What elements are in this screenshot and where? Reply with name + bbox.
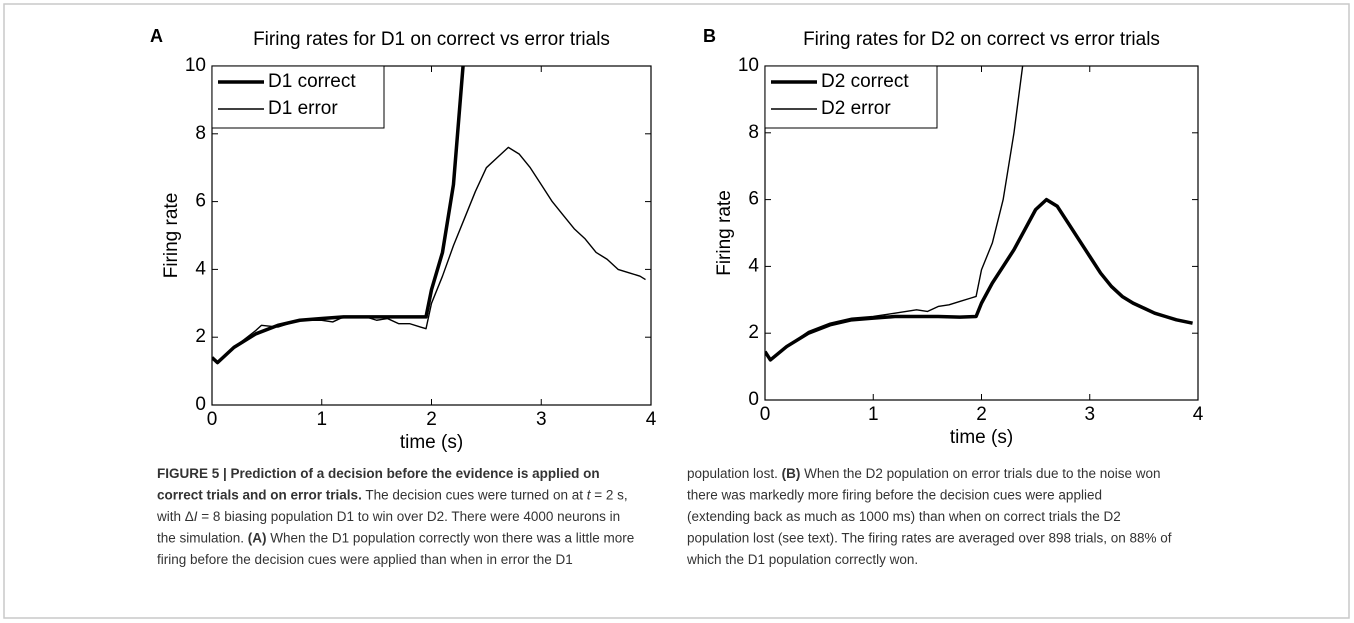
- y-tick-label: 10: [185, 55, 206, 76]
- y-tick-label: 8: [748, 122, 759, 143]
- x-axis-label: time (s): [950, 427, 1013, 448]
- caption-line: there was markedly more firing before th…: [687, 488, 1102, 503]
- caption-text: correct trials and on error trials.: [157, 488, 362, 503]
- chart: 0 1 2 3 4 0 2 4 6 8 10 D2 correct D2 error Firing rat…: [703, 26, 1204, 448]
- x-tick-label: 0: [207, 409, 218, 430]
- y-tick-label: 2: [195, 326, 206, 347]
- x-tick-label: 0: [760, 404, 771, 425]
- caption-text: population lost.: [687, 466, 782, 481]
- legend-box: [211, 65, 385, 129]
- caption-line: the simulation. (A) When the D1 populati…: [157, 531, 634, 546]
- caption-text: (B): [782, 466, 801, 481]
- caption-text: = 2 s,: [590, 488, 627, 503]
- x-axis-label: time (s): [400, 432, 463, 453]
- caption-text: When the D1 population correctly won the…: [267, 531, 635, 546]
- caption-text: there was markedly more firing before th…: [687, 488, 1102, 503]
- x-tick-label: 3: [1084, 404, 1095, 425]
- caption-text: population lost (see text). The firing r…: [687, 531, 1172, 546]
- caption-line: population lost (see text). The firing r…: [687, 531, 1172, 546]
- legend-label: D2 error: [821, 98, 891, 119]
- series-line: [765, 197, 1193, 362]
- chart-title: Firing rates for D1 on correct vs error …: [253, 29, 610, 50]
- caption-line: which the D1 population correctly won.: [686, 552, 918, 567]
- caption-text: (A): [248, 531, 267, 546]
- y-tick-label: 0: [748, 389, 759, 410]
- legend-label: D1 error: [268, 98, 338, 119]
- y-tick-label: 4: [195, 258, 206, 279]
- y-tick-label: 10: [738, 55, 759, 76]
- caption-text: (extending back as much as 1000 ms) than…: [687, 509, 1121, 524]
- x-tick-label: 3: [536, 409, 547, 430]
- y-axis-label: Firing rate: [161, 193, 182, 279]
- panel-label: A: [150, 26, 163, 46]
- x-tick-label: 2: [426, 409, 437, 430]
- caption-line: firing before the decision cues were app…: [157, 552, 573, 567]
- caption-line: FIGURE 5 | Prediction of a decision befo…: [157, 466, 600, 481]
- plot-frame: [211, 65, 652, 406]
- legend-label: D2 correct: [821, 71, 909, 92]
- y-tick-label: 6: [195, 191, 206, 212]
- caption-text: When the D2 population on error trials d…: [800, 466, 1160, 481]
- series-line: [212, 146, 646, 364]
- caption-text: with Δ: [156, 509, 194, 524]
- x-tick-label: 1: [868, 404, 879, 425]
- y-tick-label: 2: [748, 322, 759, 343]
- y-tick-label: 0: [195, 394, 206, 415]
- y-tick-label: 6: [748, 189, 759, 210]
- legend-label: D1 correct: [268, 71, 356, 92]
- legend-box: [764, 65, 938, 129]
- x-tick-label: 2: [976, 404, 987, 425]
- caption-text: = 8 biasing population D1 to win over D2…: [198, 509, 621, 524]
- caption-text: I: [194, 509, 198, 524]
- series-line: [765, 66, 1024, 361]
- caption-line: correct trials and on error trials. The …: [157, 488, 628, 503]
- panel-label: B: [703, 26, 716, 46]
- caption-text: t: [587, 488, 592, 503]
- caption-line: with ΔI = 8 biasing population D1 to win…: [156, 509, 620, 524]
- caption-line: population lost. (B) When the D2 populat…: [687, 466, 1161, 481]
- x-tick-label: 4: [1193, 404, 1204, 425]
- chart: 0 1 2 3 4 0 2 4 6 8 10 D1 correct D1 error Firing rat…: [150, 26, 657, 453]
- caption-text: the simulation.: [157, 531, 248, 546]
- y-tick-label: 8: [195, 123, 206, 144]
- x-tick-label: 1: [316, 409, 327, 430]
- frame: [3, 3, 1350, 619]
- caption-text: FIGURE 5 | Prediction of a decision befo…: [157, 466, 600, 481]
- caption-text: which the D1 population correctly won.: [686, 552, 918, 567]
- caption-line: (extending back as much as 1000 ms) than…: [687, 509, 1121, 524]
- plot-frame: [764, 65, 1199, 401]
- y-tick-label: 4: [748, 255, 759, 276]
- caption-text: The decision cues were turned on at: [362, 488, 587, 503]
- chart-title: Firing rates for D2 on correct vs error …: [803, 29, 1160, 50]
- x-tick-label: 4: [646, 409, 657, 430]
- caption-text: firing before the decision cues were app…: [157, 552, 573, 567]
- y-axis-label: Firing rate: [714, 190, 735, 276]
